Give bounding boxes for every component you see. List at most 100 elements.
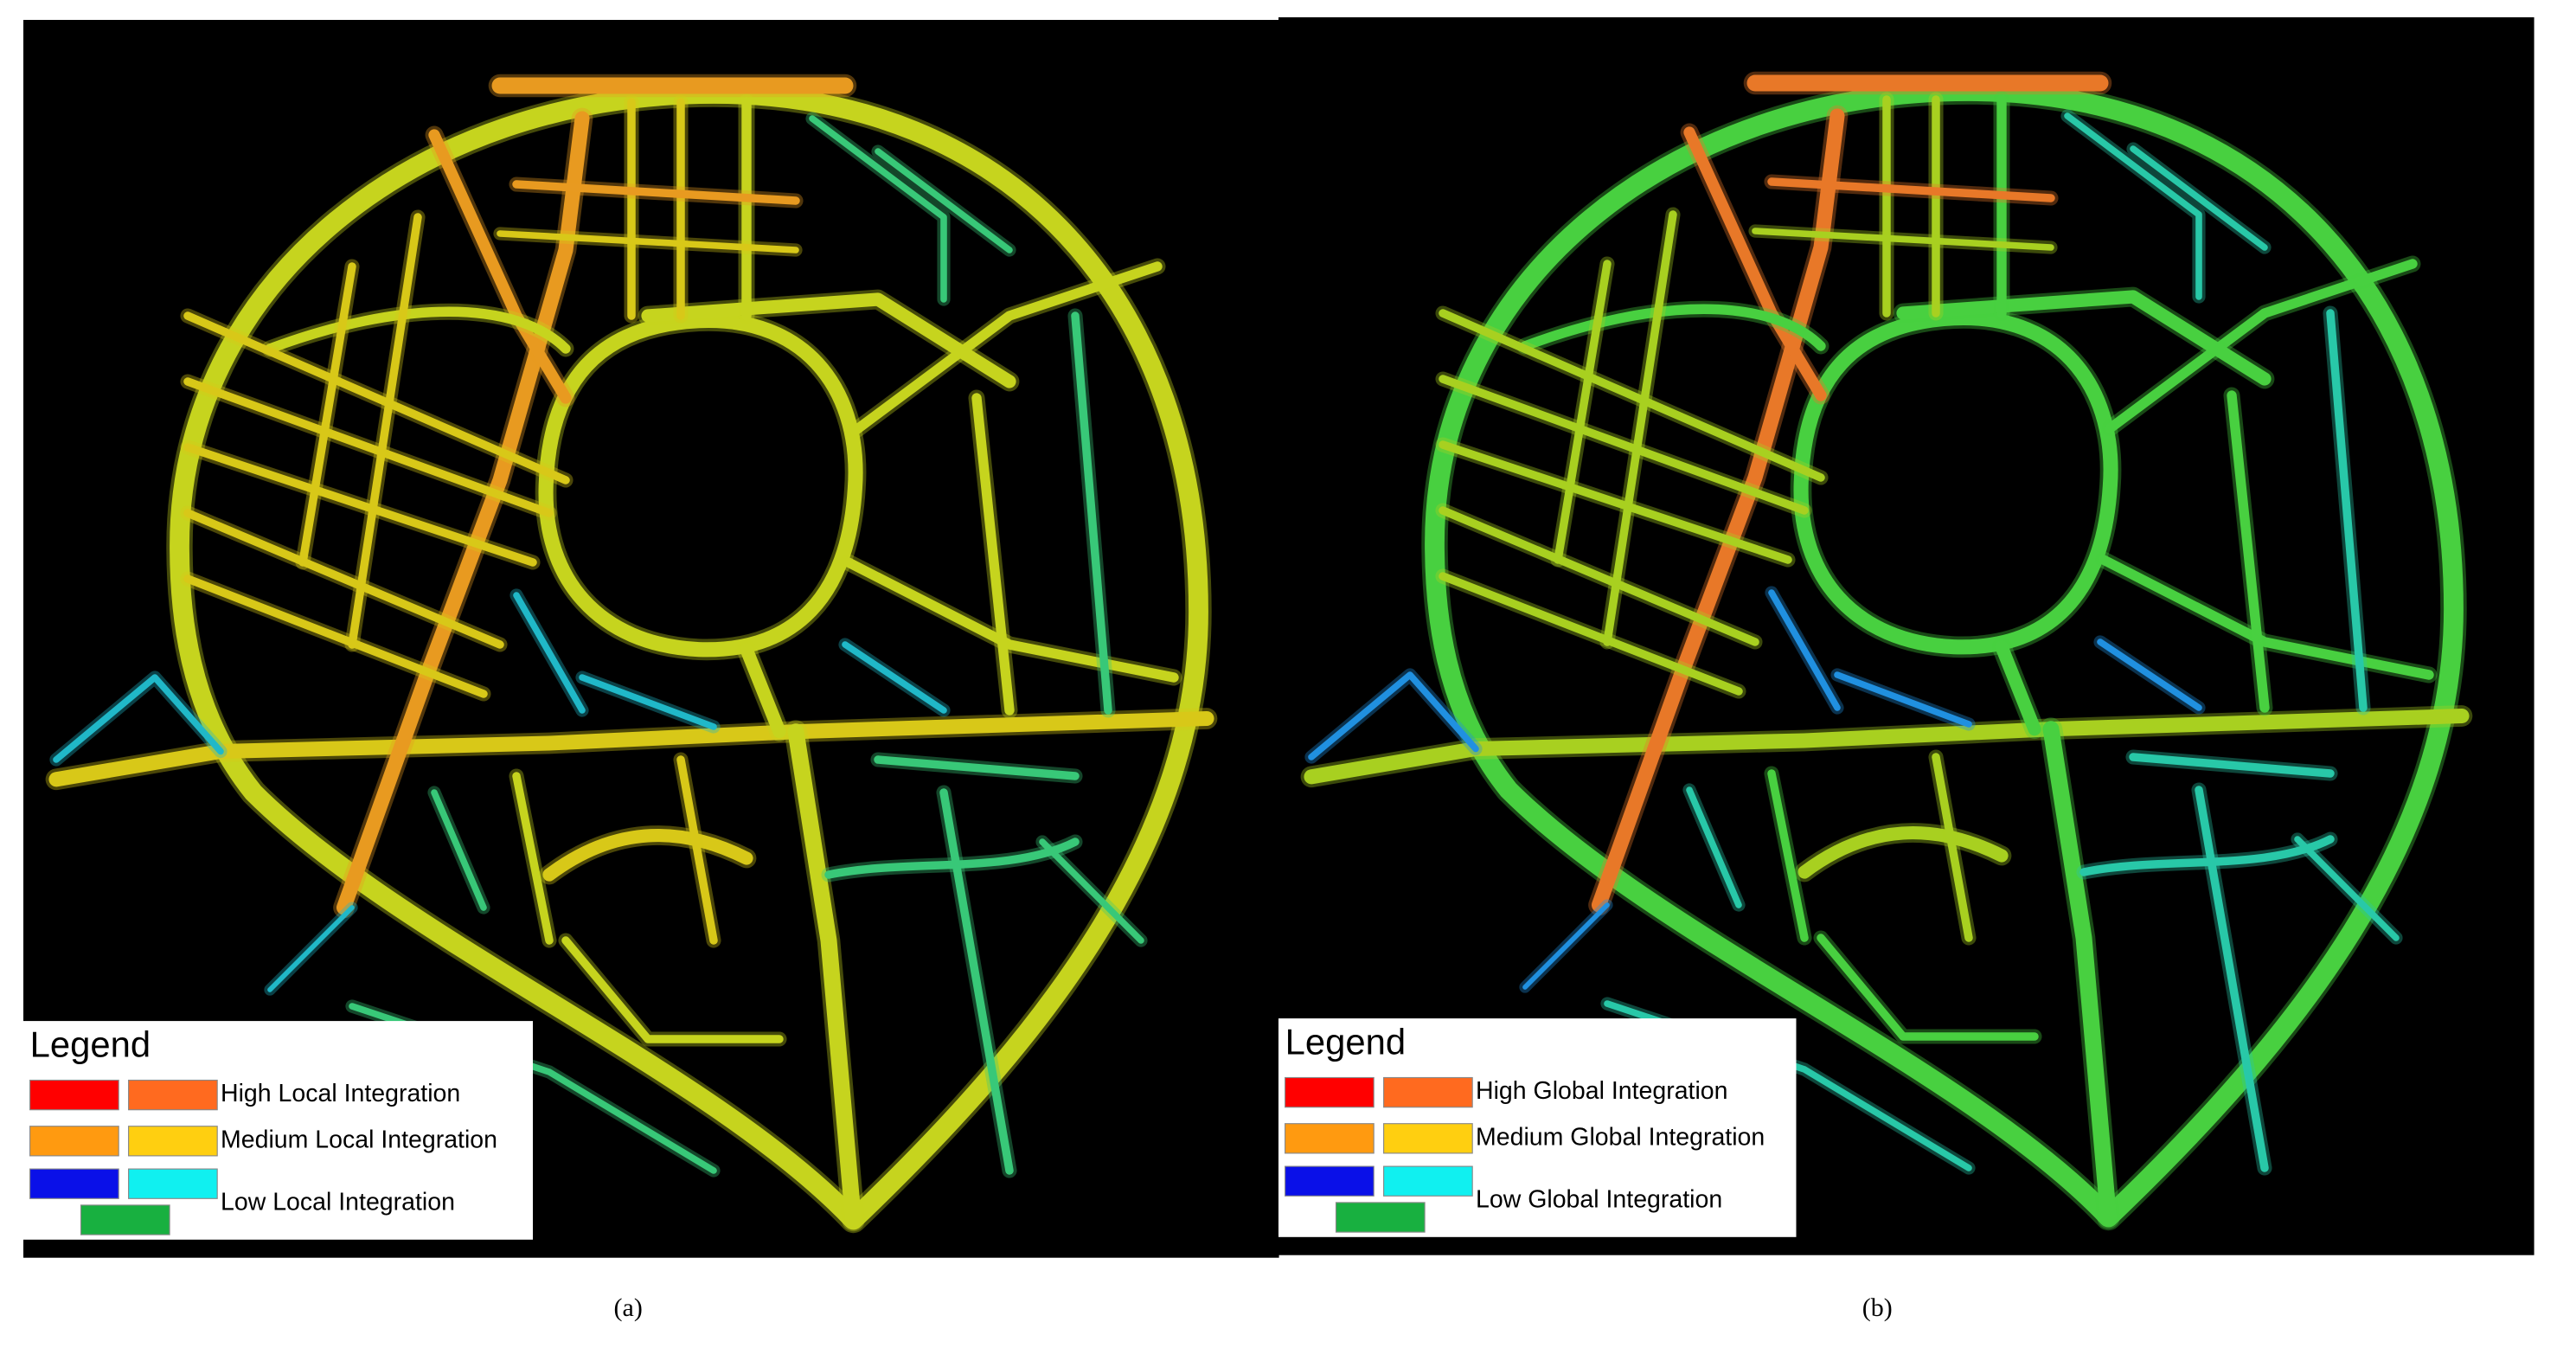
road xyxy=(542,828,753,882)
road xyxy=(183,443,537,567)
road xyxy=(1071,311,1112,715)
road xyxy=(512,180,800,205)
road xyxy=(1767,177,2055,202)
road xyxy=(170,84,1208,1230)
legend-swatch xyxy=(29,1126,119,1157)
road xyxy=(824,838,1080,879)
road xyxy=(740,643,786,739)
road xyxy=(1767,769,1809,942)
road xyxy=(53,674,224,763)
road xyxy=(1439,375,1809,515)
legend-swatch xyxy=(1285,1076,1375,1108)
road xyxy=(497,230,799,254)
legend-swatch xyxy=(1383,1123,1473,1154)
legend-swatch xyxy=(1383,1076,1473,1108)
road xyxy=(2129,753,2335,778)
road xyxy=(1591,108,1845,913)
legend-label: Low Local Integration xyxy=(221,1189,455,1216)
road xyxy=(1520,304,1826,351)
legend-label: Low Global Integration xyxy=(1476,1186,1722,1214)
legend-swatch xyxy=(1285,1165,1375,1197)
legend-swatch xyxy=(29,1079,119,1111)
legend-title: Legend xyxy=(1285,1022,1406,1062)
road xyxy=(1439,440,1792,564)
road xyxy=(843,557,1179,683)
road xyxy=(512,772,554,945)
road xyxy=(348,213,422,649)
road xyxy=(1554,260,1612,564)
road xyxy=(298,262,356,567)
road xyxy=(267,905,355,992)
road xyxy=(2064,112,2202,300)
road xyxy=(1439,309,1825,482)
road xyxy=(1522,902,1610,990)
road xyxy=(842,641,947,714)
legend-swatch xyxy=(128,1168,218,1199)
road xyxy=(676,755,718,945)
road xyxy=(1425,81,2464,1228)
legend-swatch xyxy=(29,1168,119,1199)
road xyxy=(787,723,862,1229)
road xyxy=(183,311,570,485)
legend-swatch xyxy=(128,1126,218,1157)
legend-swatch xyxy=(1285,1123,1375,1154)
road xyxy=(2130,145,2268,251)
road xyxy=(1752,228,2054,251)
road xyxy=(849,261,1163,436)
road xyxy=(2195,786,2269,1172)
road xyxy=(1834,671,1972,728)
road xyxy=(1793,311,2118,655)
legend: Legend High Global Integration Medium Glob… xyxy=(1278,1018,1797,1237)
road xyxy=(1896,290,2272,386)
road xyxy=(1603,210,1677,646)
legend-swatch xyxy=(128,1079,218,1111)
road xyxy=(1686,786,1742,908)
road xyxy=(336,111,590,915)
legend-swatch xyxy=(1383,1165,1473,1197)
road xyxy=(2326,309,2368,712)
road xyxy=(183,574,488,698)
road xyxy=(874,755,1080,780)
road xyxy=(2097,639,2202,711)
road xyxy=(2294,836,2400,941)
panel-caption: (a) xyxy=(614,1293,643,1322)
road xyxy=(809,115,947,303)
panel-caption: (b) xyxy=(1862,1293,1893,1322)
road xyxy=(971,393,1015,716)
road xyxy=(2099,555,2434,680)
road xyxy=(265,306,571,354)
road xyxy=(183,509,504,649)
road xyxy=(641,292,1016,388)
road xyxy=(1797,825,2009,879)
road xyxy=(431,789,487,911)
road xyxy=(875,148,1013,254)
road xyxy=(1039,838,1144,944)
road xyxy=(183,377,554,517)
road xyxy=(579,674,717,730)
road xyxy=(1304,708,2470,785)
road xyxy=(939,788,1014,1175)
road xyxy=(1439,572,1743,696)
road xyxy=(561,936,784,1043)
road-network xyxy=(45,74,1218,1234)
road xyxy=(1439,506,1759,646)
road xyxy=(1308,671,1479,761)
road-network xyxy=(1300,71,2473,1231)
road xyxy=(2105,259,2418,433)
road xyxy=(1768,589,1841,711)
legend-label: Medium Global Integration xyxy=(1476,1123,1765,1151)
road xyxy=(2042,721,2118,1226)
legend-swatch xyxy=(1335,1202,1426,1233)
legend-label: Medium Local Integration xyxy=(221,1126,497,1153)
road xyxy=(2079,835,2335,876)
road xyxy=(2227,390,2270,713)
legend-swatch xyxy=(80,1204,170,1235)
road xyxy=(48,710,1214,787)
road xyxy=(1995,640,2041,736)
road xyxy=(1932,753,1973,942)
legend-title: Legend xyxy=(30,1024,151,1065)
legend: Legend High Local Integration Medium Local… xyxy=(23,1021,533,1240)
legend-label: High Global Integration xyxy=(1476,1077,1728,1105)
road xyxy=(538,313,863,658)
